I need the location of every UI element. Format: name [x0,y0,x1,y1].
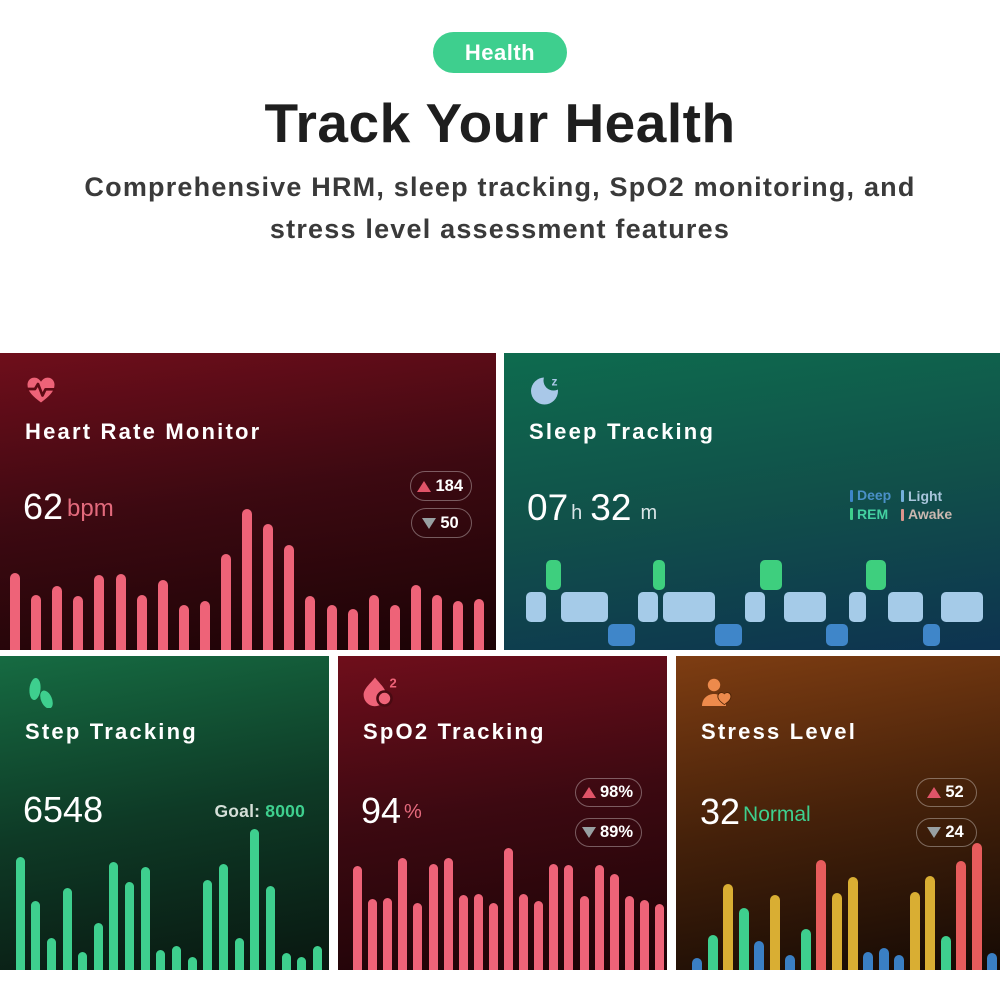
svg-text:2: 2 [390,676,397,691]
svg-text:z: z [552,375,558,389]
